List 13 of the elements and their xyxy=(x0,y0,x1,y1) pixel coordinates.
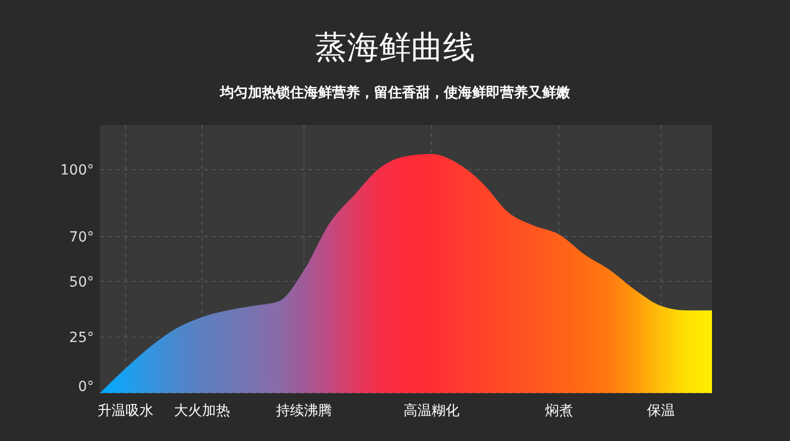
y-tick-label: 50° xyxy=(69,274,94,290)
x-tick-label: 高温糊化 xyxy=(404,403,460,419)
y-tick-label: 70° xyxy=(69,230,94,246)
x-tick-label: 保温 xyxy=(647,403,675,419)
chart-title: 蒸海鲜曲线 xyxy=(315,28,475,66)
x-tick-label: 升温吸水 xyxy=(98,403,154,419)
chart-subtitle: 均匀加热锁住海鲜营养，留住香甜，使海鲜即营养又鲜嫩 xyxy=(219,84,571,101)
y-tick-label: 100° xyxy=(60,162,94,179)
x-tick-label: 持续沸腾 xyxy=(276,403,332,419)
x-tick-label: 大火加热 xyxy=(174,403,230,419)
y-tick-label: 25° xyxy=(69,330,94,346)
y-tick-label: 0° xyxy=(78,379,94,395)
x-tick-label: 焖煮 xyxy=(545,403,573,419)
